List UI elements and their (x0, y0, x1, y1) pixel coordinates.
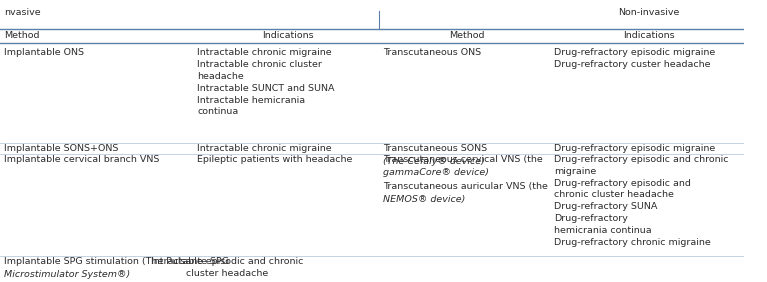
Text: (The Cefaly® device): (The Cefaly® device) (384, 157, 485, 166)
Text: Drug-refractory episodic and chronic
migraine
Drug-refractory episodic and
chron: Drug-refractory episodic and chronic mig… (555, 155, 729, 247)
Text: Epileptic patients with headache: Epileptic patients with headache (197, 155, 353, 164)
Text: Drug-refractory episodic migraine: Drug-refractory episodic migraine (555, 144, 716, 153)
Text: Transcutaneous ONS: Transcutaneous ONS (384, 49, 482, 58)
Text: Implantable SPG stimulation (The Pulsante SPG: Implantable SPG stimulation (The Pulsant… (4, 257, 229, 266)
Text: Implantable SONS+ONS: Implantable SONS+ONS (4, 144, 118, 153)
Text: Intractable chronic migraine
Intractable chronic cluster
headache
Intractable SU: Intractable chronic migraine Intractable… (197, 49, 334, 116)
Text: Method: Method (449, 31, 485, 40)
Text: Non-invasive: Non-invasive (618, 8, 680, 17)
Text: Transcutaneous SONS: Transcutaneous SONS (384, 144, 487, 153)
Text: Transcutaneous cervical VNS (the: Transcutaneous cervical VNS (the (384, 155, 543, 164)
Text: gammaCore® device): gammaCore® device) (384, 168, 489, 177)
Text: Implantable ONS: Implantable ONS (4, 49, 84, 58)
Text: Intractable episodic and chronic
cluster headache: Intractable episodic and chronic cluster… (151, 257, 303, 278)
Text: Drug-refractory episodic migraine
Drug-refractory custer headache: Drug-refractory episodic migraine Drug-r… (555, 49, 716, 69)
Text: Indications: Indications (624, 31, 675, 40)
Text: Intractable chronic migraine: Intractable chronic migraine (197, 144, 332, 153)
Text: Implantable cervical branch VNS: Implantable cervical branch VNS (4, 155, 159, 164)
Text: nvasive: nvasive (4, 8, 41, 17)
Text: NEMOS® device): NEMOS® device) (384, 195, 466, 204)
Text: Indications: Indications (262, 31, 314, 40)
Text: Microstimulator System®): Microstimulator System®) (4, 270, 130, 279)
Text: Transcutaneous auricular VNS (the: Transcutaneous auricular VNS (the (384, 182, 548, 191)
Text: Method: Method (4, 31, 39, 40)
